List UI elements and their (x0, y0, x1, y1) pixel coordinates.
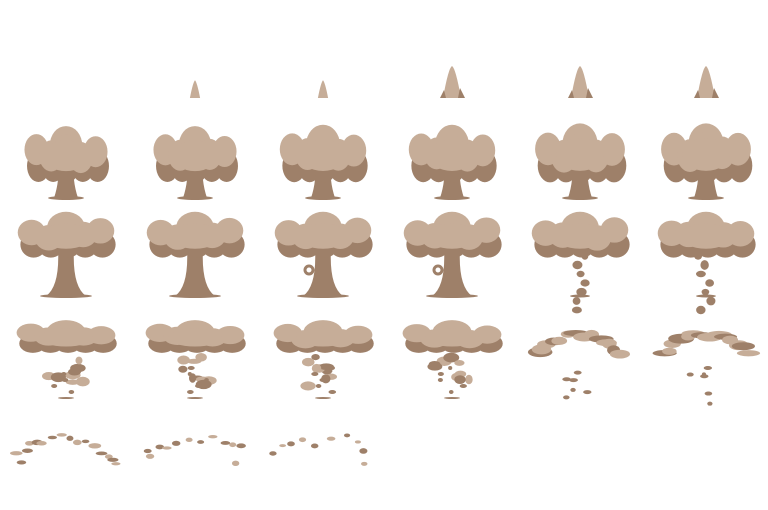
explosion-frame (146, 211, 245, 298)
explosion-frame (17, 211, 116, 298)
explosion-frame (531, 211, 630, 314)
explosion-frame (143, 435, 246, 466)
explosion-frame (657, 211, 756, 315)
explosion-frame (9, 433, 121, 466)
explosion-frame (535, 66, 627, 200)
explosion-frame (145, 320, 246, 399)
explosion-frame (24, 126, 109, 200)
explosion-frame (661, 66, 753, 200)
explosion-frame (652, 330, 761, 406)
explosion-frame (274, 211, 373, 298)
explosion-frame (16, 320, 117, 399)
explosion-frame (279, 80, 368, 200)
explosion-frame (527, 329, 631, 400)
explosion-frame (403, 211, 502, 298)
explosion-frame (273, 320, 374, 399)
explosion-frame (269, 433, 368, 466)
explosion-frame (408, 66, 497, 200)
explosion-frame (153, 80, 238, 200)
explosion-frame (402, 320, 503, 399)
